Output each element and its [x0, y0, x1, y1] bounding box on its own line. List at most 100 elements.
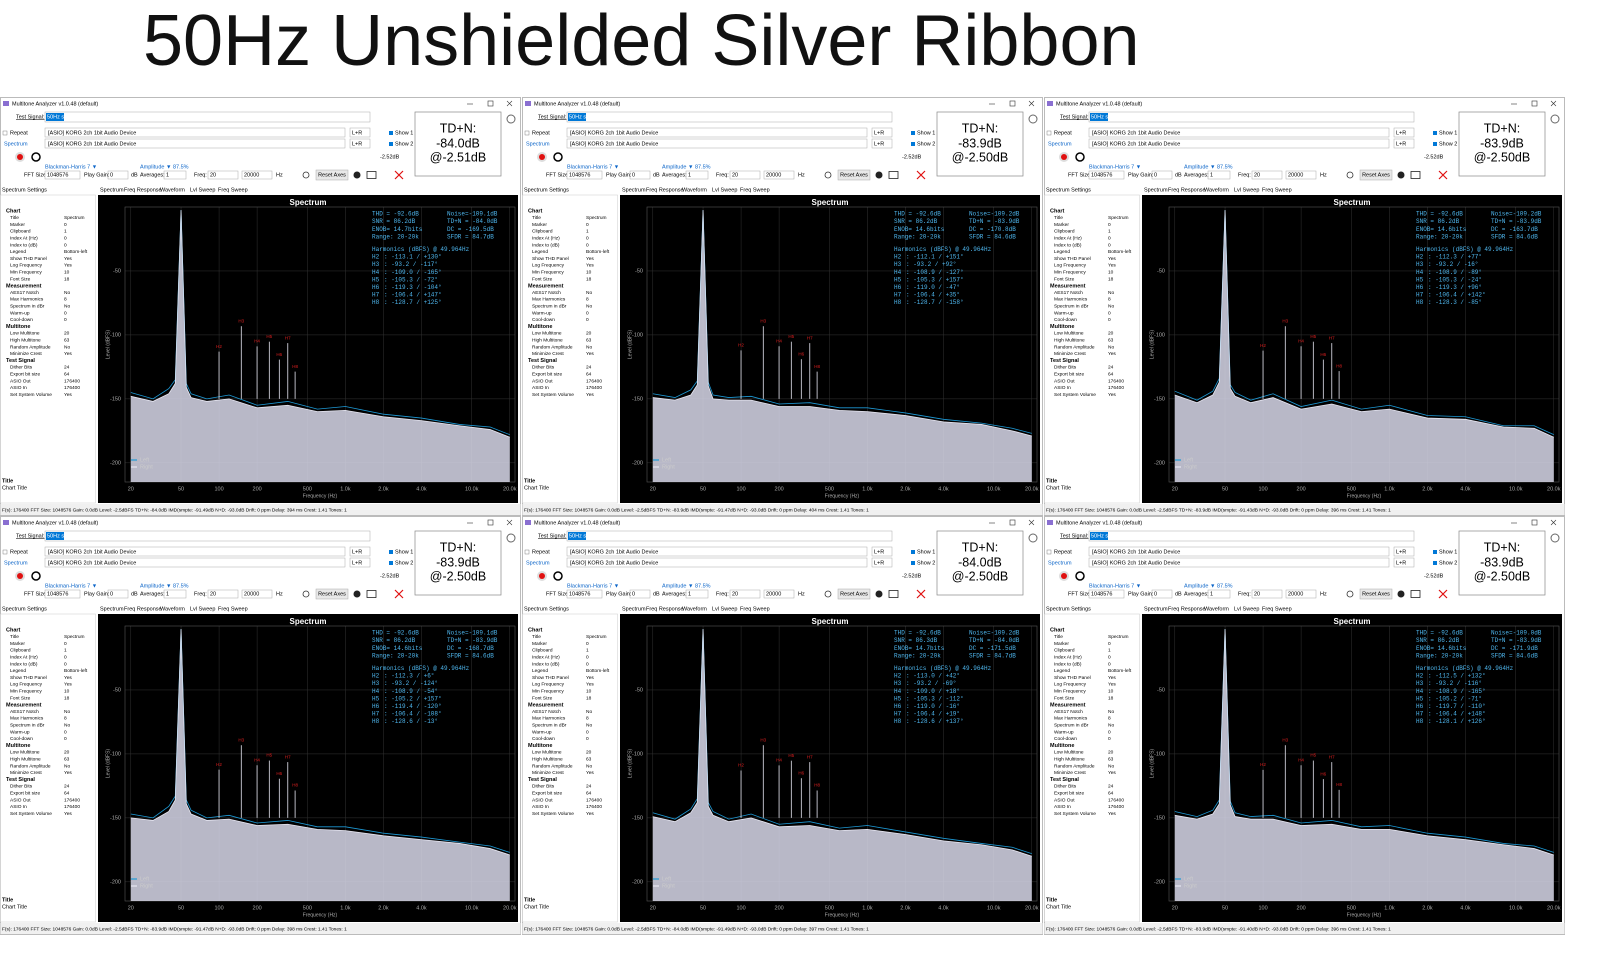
setting-value[interactable]: No: [64, 303, 70, 309]
input-box[interactable]: [1151, 170, 1173, 180]
setting-value[interactable]: 10: [586, 269, 592, 275]
window-function[interactable]: Blackman-Harris 7 ▼: [1089, 583, 1141, 589]
combo-box[interactable]: [1393, 546, 1415, 557]
window-function[interactable]: Blackman-Harris 7 ▼: [45, 164, 97, 170]
combo-box[interactable]: [44, 546, 346, 557]
label[interactable]: Spectrum: [1048, 560, 1072, 566]
setting-value[interactable]: No: [1108, 303, 1114, 309]
setting-value[interactable]: Bottom-left: [1108, 668, 1132, 674]
setting-value[interactable]: Spectrum: [1108, 215, 1129, 221]
setting-value[interactable]: 1: [64, 648, 67, 654]
setting-value[interactable]: 176400: [1108, 385, 1124, 391]
tab[interactable]: Waveform: [160, 606, 185, 612]
setting-value[interactable]: 0: [586, 661, 589, 667]
setting-value[interactable]: 18: [1108, 276, 1114, 282]
combo-box[interactable]: [44, 138, 346, 149]
setting-value[interactable]: 10: [1108, 269, 1114, 275]
setting-value[interactable]: No: [1108, 344, 1114, 350]
stop-button[interactable]: [1075, 152, 1085, 162]
close-button[interactable]: [1550, 100, 1557, 107]
setting-value[interactable]: Yes: [586, 770, 594, 776]
settings-icon[interactable]: [1028, 533, 1038, 543]
setting-value[interactable]: 8: [586, 716, 589, 722]
refresh-icon[interactable]: [302, 590, 310, 598]
camera-icon[interactable]: [1410, 590, 1421, 598]
setting-value[interactable]: 0: [1108, 729, 1111, 735]
combo-box[interactable]: [566, 127, 868, 138]
tab[interactable]: Lvl Sweep: [712, 187, 737, 193]
setting-value[interactable]: 64: [64, 371, 70, 377]
tab[interactable]: Freq Response: [646, 187, 684, 193]
combo-box[interactable]: [871, 127, 893, 138]
close-button[interactable]: [506, 519, 513, 526]
setting-value[interactable]: Bottom-left: [64, 249, 88, 255]
clear-icon[interactable]: [916, 170, 926, 180]
setting-value[interactable]: 0: [586, 310, 589, 316]
refresh-icon[interactable]: [824, 590, 832, 598]
checkbox[interactable]: [389, 131, 393, 135]
button[interactable]: [837, 588, 871, 600]
setting-value[interactable]: 0: [1108, 641, 1111, 647]
setting-value[interactable]: Yes: [64, 351, 72, 357]
setting-value[interactable]: Yes: [1108, 263, 1116, 269]
setting-value[interactable]: 10: [64, 269, 70, 275]
setting-value[interactable]: Spectrum: [1108, 634, 1129, 640]
setting-value[interactable]: 8: [1108, 716, 1111, 722]
setting-value[interactable]: 0: [1108, 654, 1111, 660]
setting-value[interactable]: 1: [64, 229, 67, 235]
combo-box[interactable]: [566, 557, 868, 568]
tab[interactable]: Lvl Sweep: [1234, 187, 1259, 193]
tab[interactable]: Freq Response: [1168, 606, 1206, 612]
label[interactable]: Spectrum: [4, 141, 28, 147]
input-box[interactable]: [163, 589, 187, 599]
setting-value[interactable]: 1: [1108, 648, 1111, 654]
setting-value[interactable]: 176400: [586, 797, 602, 803]
tab[interactable]: Freq Sweep: [218, 606, 248, 612]
setting-value[interactable]: Yes: [1108, 392, 1116, 398]
combo-box[interactable]: [1088, 138, 1390, 149]
tab[interactable]: Freq Sweep: [1262, 187, 1292, 193]
setting-value[interactable]: Yes: [64, 392, 72, 398]
setting-value[interactable]: 0: [586, 654, 589, 660]
close-button[interactable]: [506, 100, 513, 107]
window-function[interactable]: Blackman-Harris 7 ▼: [45, 583, 97, 589]
setting-value[interactable]: 0: [64, 317, 67, 323]
combo-box[interactable]: [1393, 557, 1415, 568]
button[interactable]: [315, 169, 349, 181]
setting-value[interactable]: 8: [64, 297, 67, 303]
label[interactable]: Spectrum: [1048, 141, 1072, 147]
input-box[interactable]: [763, 589, 795, 599]
stop-button[interactable]: [31, 152, 41, 162]
input-box[interactable]: [1251, 589, 1283, 599]
checkbox[interactable]: [911, 131, 915, 135]
amplitude[interactable]: Amplitude ▼ 87.5%: [662, 583, 711, 589]
amplitude[interactable]: Amplitude ▼ 87.5%: [1184, 164, 1233, 170]
setting-value[interactable]: 176400: [586, 378, 602, 384]
setting-value[interactable]: 0: [586, 222, 589, 228]
tab[interactable]: Spectrum: [1144, 187, 1168, 193]
setting-value[interactable]: 63: [1108, 756, 1114, 762]
setting-value[interactable]: 0: [1108, 317, 1111, 323]
close-button[interactable]: [1028, 519, 1035, 526]
clear-icon[interactable]: [1438, 170, 1448, 180]
setting-value[interactable]: Spectrum: [586, 215, 607, 221]
setting-value[interactable]: 0: [586, 736, 589, 742]
setting-value[interactable]: Bottom-left: [1108, 249, 1132, 255]
setting-value[interactable]: 0: [1108, 310, 1111, 316]
setting-value[interactable]: No: [586, 303, 592, 309]
contrast-icon[interactable]: [1397, 171, 1405, 179]
tab[interactable]: Freq Sweep: [1262, 606, 1292, 612]
setting-value[interactable]: 20: [64, 331, 70, 337]
setting-value[interactable]: Yes: [586, 351, 594, 357]
clear-icon[interactable]: [394, 589, 404, 599]
setting-value[interactable]: 10: [586, 688, 592, 694]
tab[interactable]: Freq Response: [124, 606, 162, 612]
setting-value[interactable]: 18: [64, 695, 70, 701]
combo-box[interactable]: [1088, 127, 1390, 138]
setting-value[interactable]: No: [64, 709, 70, 715]
input-box[interactable]: [629, 589, 651, 599]
checkbox[interactable]: [1046, 549, 1052, 555]
tab[interactable]: Spectrum: [100, 606, 124, 612]
label[interactable]: Spectrum: [526, 560, 550, 566]
setting-value[interactable]: Yes: [1108, 256, 1116, 262]
